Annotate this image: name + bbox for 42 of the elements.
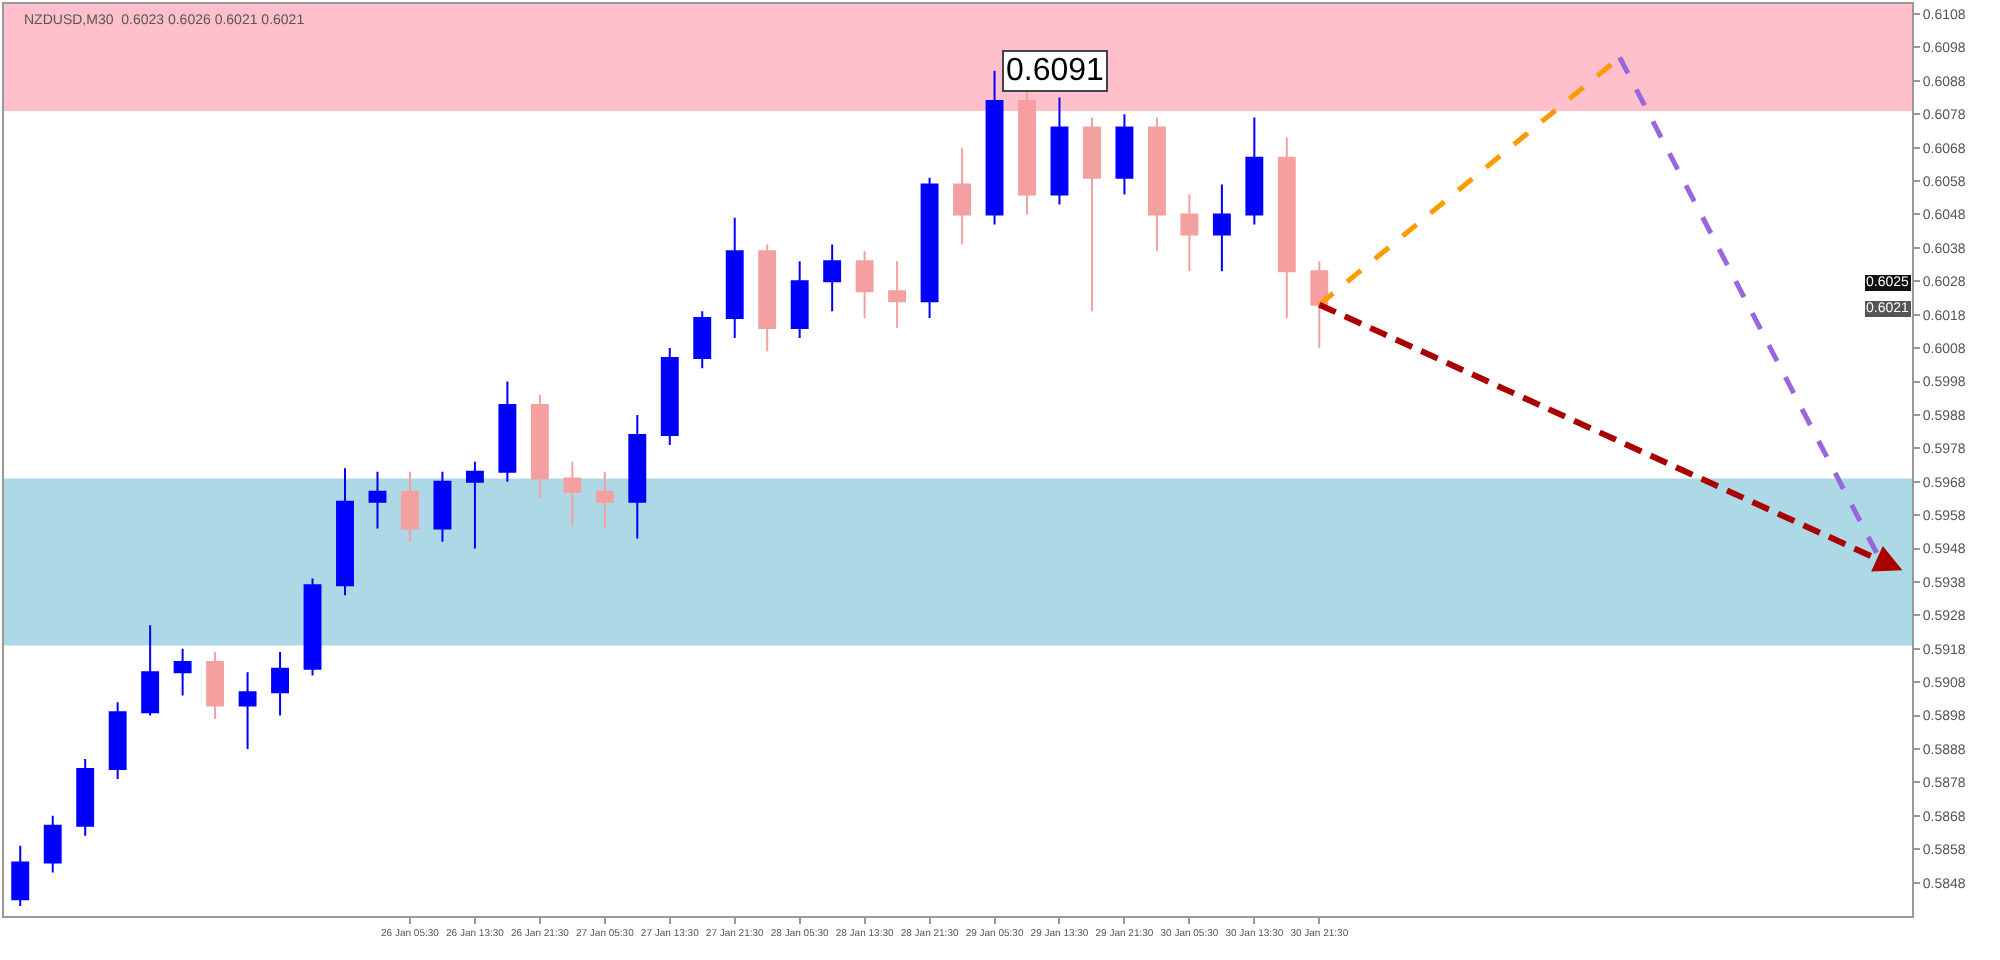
candlestick [920, 176, 939, 320]
candlestick [465, 460, 484, 550]
candlestick [141, 624, 160, 717]
candlestick [823, 243, 842, 313]
candlestick [238, 671, 257, 750]
candlestick [11, 844, 30, 907]
candlestick [563, 460, 582, 527]
candlestick [1180, 193, 1199, 273]
candlestick [1245, 116, 1264, 226]
candlestick [368, 470, 387, 530]
candlestick [271, 651, 289, 717]
candlestick [790, 260, 809, 340]
candlestick [433, 470, 452, 543]
candlestick [1310, 260, 1329, 350]
candlestick [1018, 89, 1036, 216]
candlestick [758, 243, 777, 353]
candlestick [1050, 96, 1069, 206]
candlestick [1115, 113, 1134, 196]
candlestick [498, 380, 517, 483]
candlestick [530, 393, 549, 500]
candlestick [76, 757, 95, 837]
candlestick [108, 701, 127, 781]
candlestick [1277, 136, 1296, 320]
candlestick [693, 310, 712, 370]
candlestick [985, 69, 1004, 226]
candlestick [855, 250, 874, 320]
candlestick [1083, 116, 1101, 313]
candlestick [303, 577, 322, 677]
candlestick [628, 413, 647, 540]
candlestick [206, 651, 225, 720]
candlestick [725, 216, 744, 340]
candlestick [660, 347, 679, 446]
candlestick [43, 814, 62, 874]
candlestick [336, 467, 354, 597]
candlestick [953, 146, 972, 246]
candlestick [1147, 116, 1166, 253]
candlestick [595, 470, 614, 530]
candlestick [401, 470, 419, 543]
candlestick [888, 260, 907, 330]
annotation: 0.6091 [1006, 54, 1105, 88]
candlestick [173, 647, 192, 697]
candlestick [1212, 183, 1231, 273]
